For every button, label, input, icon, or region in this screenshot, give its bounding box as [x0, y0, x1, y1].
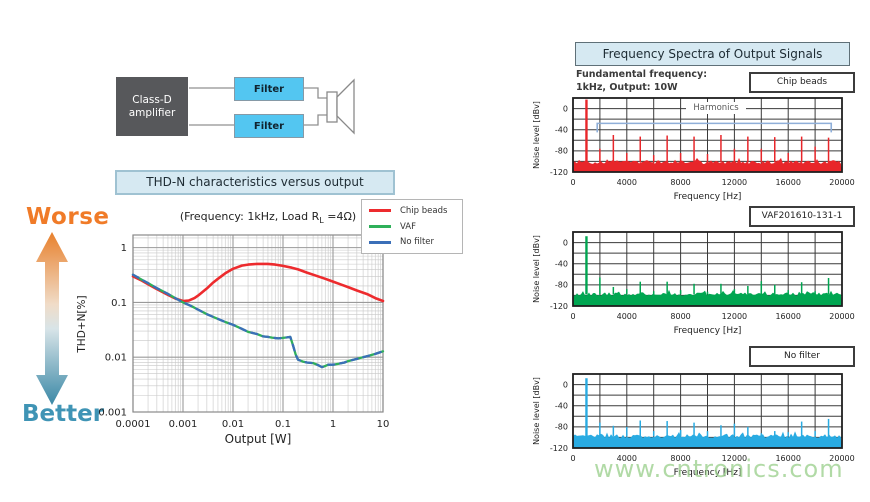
class-d-amplifier-block: Class-D amplifier — [116, 77, 188, 136]
svg-text:10: 10 — [377, 419, 390, 430]
svg-text:0: 0 — [563, 238, 568, 247]
spectrum-label-no-filter: No filter — [749, 346, 855, 367]
amplifier-label-line2: amplifier — [128, 106, 176, 119]
svg-text:Frequency [Hz]: Frequency [Hz] — [674, 192, 742, 202]
spectrum-label-chip-beads: Chip beads — [749, 72, 855, 93]
legend-line-swatch-red — [369, 209, 391, 213]
svg-text:Frequency [Hz]: Frequency [Hz] — [674, 326, 742, 336]
svg-text:4000: 4000 — [617, 454, 637, 463]
legend-item-vaf: VAF — [362, 222, 462, 232]
svg-text:Noise level [dBv]: Noise level [dBv] — [532, 235, 541, 303]
worse-label: Worse — [26, 204, 110, 230]
svg-text:Noise level [dBv]: Noise level [dBv] — [532, 377, 541, 445]
legend-line-swatch-green — [369, 225, 391, 228]
svg-text:0.01: 0.01 — [222, 419, 244, 430]
filter-block-top: Filter — [234, 77, 304, 101]
svg-text:0.001: 0.001 — [98, 408, 127, 419]
svg-text:1: 1 — [330, 419, 336, 430]
svg-text:Output [W]: Output [W] — [225, 432, 292, 446]
svg-text:8000: 8000 — [670, 454, 690, 463]
legend-label: VAF — [400, 221, 416, 232]
watermark-text: www.cntronics.com — [594, 455, 844, 483]
svg-text:12000: 12000 — [722, 312, 747, 321]
svg-text:-40: -40 — [555, 126, 568, 135]
svg-text:0.1: 0.1 — [111, 298, 127, 309]
legend-label: No filter — [400, 237, 435, 248]
amplifier-label-line1: Class-D — [132, 93, 172, 106]
svg-text:-120: -120 — [550, 444, 568, 453]
wire-lines — [189, 87, 327, 126]
svg-text:-120: -120 — [550, 168, 568, 177]
legend-label: Chip beads — [400, 205, 448, 216]
svg-text:4000: 4000 — [617, 312, 637, 321]
spectra-note: Fundamental frequency: 1kHz, Output: 10W — [576, 69, 707, 94]
spectra-note-line2: 1kHz, Output: 10W — [576, 81, 678, 93]
svg-text:16000: 16000 — [775, 454, 800, 463]
svg-text:8000: 8000 — [670, 312, 690, 321]
svg-text:0.001: 0.001 — [169, 419, 198, 430]
svg-text:20000: 20000 — [829, 312, 854, 321]
svg-text:0: 0 — [563, 104, 568, 113]
worse-better-gradient-arrow-icon — [36, 232, 68, 405]
svg-text:-40: -40 — [555, 402, 568, 411]
thd-legend: Chip beads VAF No filter — [361, 199, 463, 254]
svg-text:20000: 20000 — [829, 454, 854, 463]
svg-text:12000: 12000 — [722, 454, 747, 463]
condition-prefix: (Frequency: 1kHz, Load R — [179, 210, 320, 223]
svg-text:THD+N[%]: THD+N[%] — [76, 295, 88, 353]
svg-text:0: 0 — [563, 380, 568, 389]
harmonics-annotation: Harmonics — [686, 102, 746, 114]
svg-text:4000: 4000 — [617, 178, 637, 187]
svg-text:16000: 16000 — [775, 312, 800, 321]
thd-line-chart: 1 0.1 0.01 0.001 0.0001 0.001 0.01 0.1 1 10 Output… — [60, 228, 405, 458]
svg-text:0: 0 — [570, 178, 575, 187]
legend-line-swatch-blue — [369, 240, 391, 244]
svg-text:8000: 8000 — [670, 178, 690, 187]
svg-text:0: 0 — [570, 312, 575, 321]
svg-text:12000: 12000 — [722, 178, 747, 187]
speaker-wiring-diagram — [189, 78, 355, 135]
thd-condition-label: (Frequency: 1kHz, Load RL =4Ω) — [168, 210, 368, 225]
svg-text:16000: 16000 — [775, 178, 800, 187]
spectra-section-title: Frequency Spectra of Output Signals — [575, 42, 850, 66]
svg-text:0.0001: 0.0001 — [116, 419, 151, 430]
svg-text:0.01: 0.01 — [105, 353, 127, 364]
thd-section-title: THD-N characteristics versus output — [115, 170, 395, 195]
better-label: Better — [22, 401, 105, 427]
svg-text:0: 0 — [570, 454, 575, 463]
legend-item-no-filter: No filter — [362, 237, 462, 247]
spectrum-chart-no-filter: 0 -40 -80 -120 0 4000 8000 12000 16000 20000 Frequ… — [528, 364, 870, 498]
svg-text:-80: -80 — [555, 423, 568, 432]
svg-text:-120: -120 — [550, 302, 568, 311]
speaker-icon — [326, 78, 355, 135]
svg-text:20000: 20000 — [829, 178, 854, 187]
infographic-canvas: Class-D amplifier Filter Filter THD-N ch… — [22, 42, 870, 483]
condition-suffix: =4Ω) — [323, 210, 357, 223]
svg-text:-80: -80 — [555, 147, 568, 156]
svg-text:-80: -80 — [555, 281, 568, 290]
svg-text:0.1: 0.1 — [275, 419, 291, 430]
svg-text:1: 1 — [121, 243, 127, 254]
svg-text:-40: -40 — [555, 260, 568, 269]
spectrum-chart-chip-beads: 0 -40 -80 -120 0 4000 8000 12000 16000 20000 Frequ… — [528, 88, 870, 222]
filter-block-bottom: Filter — [234, 114, 304, 138]
spectrum-chart-vaf: 0 -40 -80 -120 0 4000 8000 12000 16000 20000 Frequ… — [528, 222, 870, 356]
legend-item-chip-beads: Chip beads — [362, 206, 462, 216]
svg-text:Frequency [Hz]: Frequency [Hz] — [674, 468, 742, 478]
spectra-note-line1: Fundamental frequency: — [576, 69, 708, 80]
svg-text:Noise level [dBv]: Noise level [dBv] — [532, 101, 541, 169]
spectrum-label-vaf: VAF201610-131-1 — [749, 206, 855, 227]
condition-subscript: L — [319, 216, 324, 226]
